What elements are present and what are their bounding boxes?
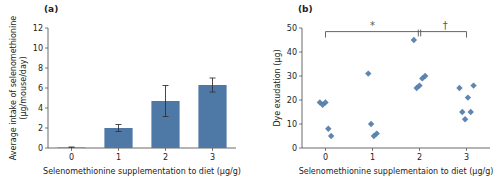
point <box>322 99 328 105</box>
x-tick-label: 3 <box>210 153 215 162</box>
point <box>325 126 331 132</box>
error-cap <box>116 124 122 125</box>
bracket-drop <box>325 32 326 38</box>
point <box>374 130 380 136</box>
x-tick-label: 0 <box>69 153 74 162</box>
x-tick-label: 0 <box>323 153 328 162</box>
bracket-drop <box>466 32 467 38</box>
point <box>422 73 428 79</box>
point <box>462 116 468 122</box>
x-tick <box>466 148 467 151</box>
y-tick-label: 4 <box>38 104 43 113</box>
panel: 0246810120123(a)Selenomethionine supplem… <box>9 4 241 176</box>
y-tick <box>45 48 48 49</box>
y-tick-label: 8 <box>38 64 43 73</box>
y-label-line: Average intake of selenomethionine <box>9 16 18 160</box>
error-cap <box>163 116 169 117</box>
bracket-divider <box>418 30 419 37</box>
x-tick <box>212 148 213 151</box>
error-bar <box>69 147 75 148</box>
bar <box>198 85 226 148</box>
y-tick <box>299 28 302 29</box>
y-tick-label: 0 <box>292 144 297 153</box>
error-cap <box>69 147 75 148</box>
y-tick <box>45 88 48 89</box>
point <box>365 70 371 76</box>
annotation: † <box>443 20 448 31</box>
y-tick-label: 10 <box>287 120 297 129</box>
y-axis <box>48 28 49 148</box>
y-tick <box>45 128 48 129</box>
error-cap <box>116 131 122 132</box>
point <box>328 133 334 139</box>
x-tick <box>71 148 72 151</box>
error-stem <box>165 86 166 117</box>
y-label-line: Dye exudation (μg) <box>273 49 282 126</box>
x-tick <box>419 148 420 151</box>
point <box>411 37 417 43</box>
point <box>368 121 374 127</box>
y-tick-label: 50 <box>287 24 297 33</box>
y-tick <box>299 124 302 125</box>
bracket-top <box>326 31 467 32</box>
error-cap <box>210 78 216 79</box>
y-tick-label: 30 <box>287 72 297 81</box>
y-tick-label: 12 <box>33 24 43 33</box>
y-tick <box>299 52 302 53</box>
y-label: Average intake of selenomethionine(μg/mo… <box>9 16 28 160</box>
y-tick-label: 40 <box>287 48 297 57</box>
x-tick-label: 1 <box>116 153 121 162</box>
y-axis <box>302 28 303 148</box>
y-tick-label: 20 <box>287 96 297 105</box>
error-cap <box>163 85 169 86</box>
x-axis <box>302 148 490 149</box>
point <box>465 94 471 100</box>
error-cap <box>69 148 75 149</box>
y-label-line: (μg/mouse/day) <box>19 56 28 119</box>
point <box>456 85 462 91</box>
y-tick-label: 6 <box>38 84 43 93</box>
x-tick-label: 1 <box>370 153 375 162</box>
y-tick-label: 0 <box>38 144 43 153</box>
title: (b) <box>298 4 313 14</box>
point <box>470 82 476 88</box>
plot-area <box>317 37 477 139</box>
x-label: Selenomethionine supplementation to diet… <box>43 167 241 176</box>
error-bar <box>116 125 122 132</box>
x-tick-label: 2 <box>417 153 422 162</box>
x-tick <box>118 148 119 151</box>
error-stem <box>212 78 213 92</box>
significance-bracket <box>326 30 467 38</box>
x-tick <box>165 148 166 151</box>
point <box>416 82 422 88</box>
error-cap <box>210 92 216 93</box>
y-tick <box>299 76 302 77</box>
y-tick <box>299 100 302 101</box>
x-tick <box>372 148 373 151</box>
error-bar <box>210 78 216 92</box>
y-tick-label: 2 <box>38 124 43 133</box>
title: (a) <box>44 4 58 14</box>
point <box>468 109 474 115</box>
panel: 0 10 20 30 40 50 0 1 2 3 (b) Selenomethionine suppl… <box>273 4 493 176</box>
x-tick <box>325 148 326 151</box>
y-label: Dye exudation (μg) <box>273 49 282 126</box>
y-tick-label: 10 <box>33 44 43 53</box>
y-tick <box>45 28 48 29</box>
annotation: * <box>370 20 375 31</box>
y-tick <box>45 148 48 149</box>
plot-area <box>57 78 226 148</box>
bracket-divider <box>420 30 421 37</box>
x-tick-label: 2 <box>163 153 168 162</box>
y-tick <box>45 68 48 69</box>
figure: 0246810120123(a)Selenomethionine supplem… <box>0 0 500 186</box>
y-tick <box>45 108 48 109</box>
x-tick-label: 3 <box>464 153 469 162</box>
y-tick <box>299 148 302 149</box>
bar <box>57 147 85 148</box>
error-bar <box>163 86 169 117</box>
x-label: Selenomethionine supplementaion to diet … <box>299 167 494 176</box>
point <box>459 109 465 115</box>
error-stem <box>118 125 119 132</box>
